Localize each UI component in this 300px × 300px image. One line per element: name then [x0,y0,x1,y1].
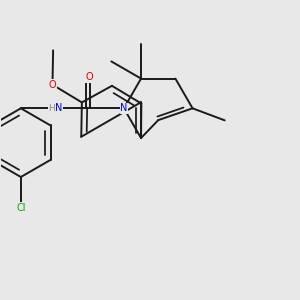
Text: N: N [55,103,63,113]
Text: H: H [48,104,55,113]
Text: O: O [86,72,93,82]
Text: Cl: Cl [16,203,26,213]
Text: N: N [120,103,128,113]
Text: O: O [49,80,56,90]
